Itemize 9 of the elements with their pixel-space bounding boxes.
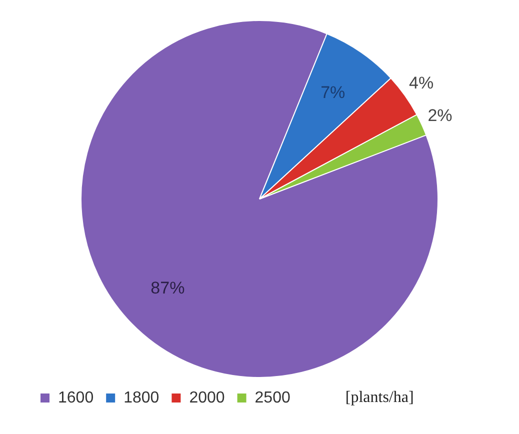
data-label: 7% — [320, 83, 346, 102]
data-label: 87% — [150, 278, 185, 298]
legend-label: 2000 — [189, 389, 225, 406]
legend-label: 1800 — [124, 389, 160, 406]
data-label: 2% — [428, 106, 452, 126]
legend-title: [plants/ha] — [345, 389, 414, 406]
legend-label: 1600 — [58, 389, 94, 406]
legend-label: 2500 — [254, 389, 290, 406]
data-label: 4% — [409, 74, 434, 93]
